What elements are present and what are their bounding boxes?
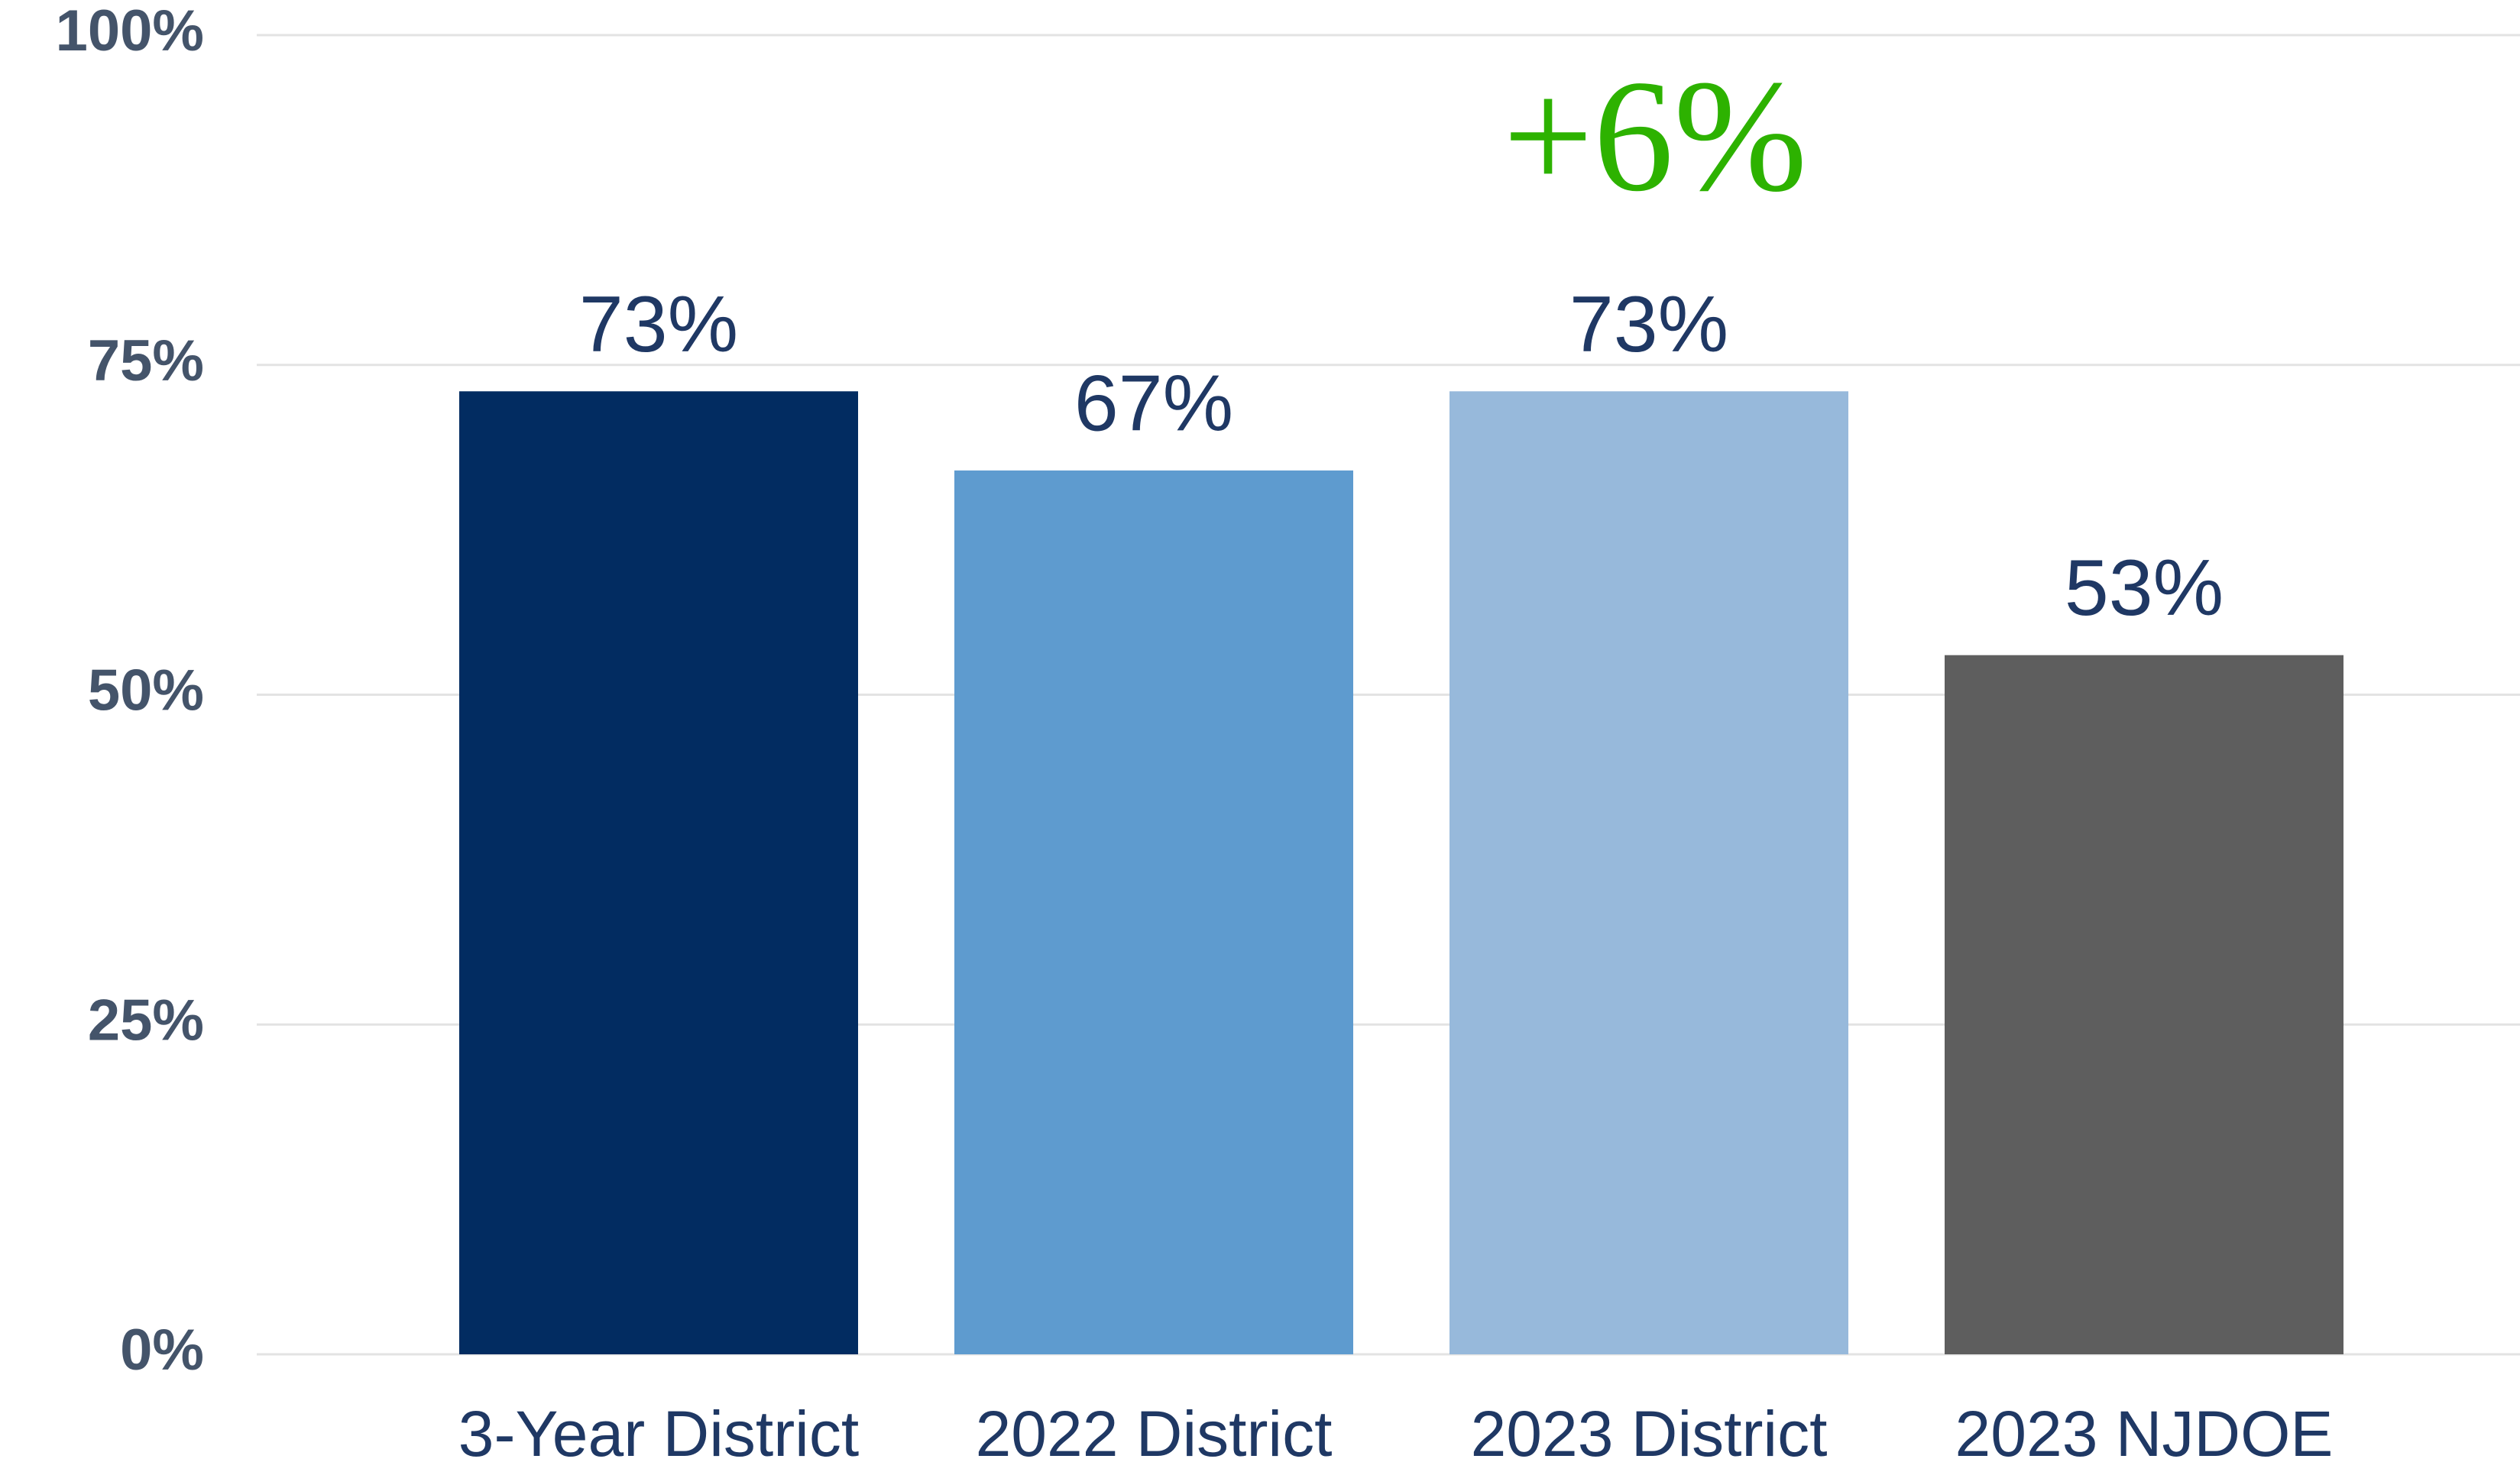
y-tick-label: 50% (88, 658, 204, 723)
y-tick-label: 75% (88, 328, 204, 393)
y-tick-label: 25% (88, 988, 204, 1053)
x-tick-label: 2023 NJDOE (1955, 1398, 2334, 1470)
annotation: +6% (1503, 47, 1807, 225)
bar (1945, 655, 2343, 1354)
y-tick-label: 100% (56, 0, 204, 63)
y-tick-label: 0% (120, 1318, 204, 1383)
x-tick-label: 3-Year District (458, 1398, 859, 1470)
bar (459, 391, 858, 1354)
value-label: 67% (1074, 359, 1233, 448)
value-label: 73% (579, 280, 738, 369)
value-label: 53% (2065, 544, 2224, 632)
x-tick-label: 2023 District (1471, 1398, 1828, 1470)
x-tick-label: 2022 District (976, 1398, 1333, 1470)
bar (1449, 391, 1848, 1354)
bar (954, 470, 1353, 1355)
value-label: 73% (1569, 280, 1728, 369)
